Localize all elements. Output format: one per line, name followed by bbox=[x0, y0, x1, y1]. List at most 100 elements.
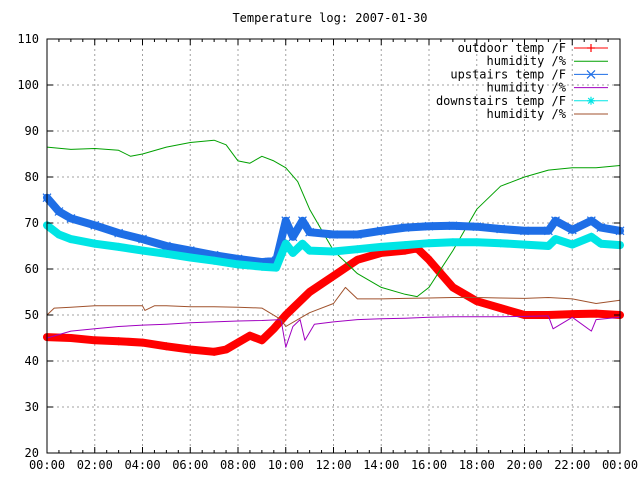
data-point bbox=[138, 234, 147, 244]
data-point bbox=[281, 216, 291, 226]
data-point bbox=[66, 334, 75, 342]
data-point bbox=[400, 223, 410, 233]
y-tick-label: 80 bbox=[25, 170, 39, 184]
y-tick-label: 50 bbox=[25, 308, 39, 322]
data-point bbox=[520, 240, 529, 249]
data-point bbox=[305, 246, 314, 255]
data-point bbox=[186, 345, 195, 354]
y-tick-label: 30 bbox=[25, 400, 39, 414]
data-point bbox=[257, 336, 266, 345]
data-point bbox=[90, 239, 99, 248]
series-line bbox=[46, 286, 621, 327]
data-point bbox=[210, 347, 219, 356]
data-point bbox=[257, 262, 266, 271]
legend-label: humidity /% bbox=[487, 81, 567, 95]
legend-item: humidity /% bbox=[487, 54, 608, 68]
data-point bbox=[162, 342, 171, 351]
data-point bbox=[162, 249, 171, 258]
data-point bbox=[66, 213, 76, 223]
data-point bbox=[587, 232, 596, 241]
data-point bbox=[90, 220, 100, 230]
series-line bbox=[46, 315, 621, 348]
data-point bbox=[551, 235, 560, 244]
data-point bbox=[551, 216, 560, 226]
chart-title: Temperature log: 2007-01-30 bbox=[232, 11, 427, 25]
x-tick-label: 10:00 bbox=[268, 458, 304, 472]
data-point bbox=[234, 260, 242, 269]
data-point bbox=[288, 232, 298, 242]
data-point bbox=[448, 238, 457, 247]
y-tick-label: 100 bbox=[17, 78, 39, 92]
x-tick-label: 14:00 bbox=[363, 458, 399, 472]
x-axis-ticks: 00:00 02:00 04:00 06:00 08:00 10:00 12:00 14:00… bbox=[29, 39, 638, 472]
data-point bbox=[596, 223, 606, 233]
data-point bbox=[568, 310, 577, 319]
data-point bbox=[298, 216, 307, 226]
legend-marker bbox=[586, 69, 596, 79]
data-point bbox=[353, 245, 362, 254]
y-tick-label: 110 bbox=[17, 32, 39, 46]
data-point bbox=[401, 241, 410, 250]
legend-item: outdoor temp /F bbox=[458, 41, 608, 55]
legend-item: downstairs temp /F bbox=[436, 94, 608, 108]
data-point bbox=[245, 331, 254, 340]
data-point bbox=[281, 239, 290, 248]
data-point bbox=[281, 311, 290, 319]
legend-label: downstairs temp /F bbox=[436, 94, 566, 108]
x-tick-label: 06:00 bbox=[172, 458, 208, 472]
data-point bbox=[543, 226, 553, 236]
x-tick-label: 04:00 bbox=[124, 458, 160, 472]
series-markers bbox=[43, 244, 624, 356]
x-tick-label: 18:00 bbox=[459, 458, 495, 472]
data-point bbox=[544, 311, 553, 319]
data-point bbox=[567, 225, 577, 235]
legend-item: humidity /% bbox=[487, 81, 608, 95]
x-tick-label: 20:00 bbox=[506, 458, 542, 472]
data-point bbox=[114, 337, 123, 346]
data-point bbox=[329, 230, 338, 239]
y-tick-label: 20 bbox=[25, 446, 39, 460]
data-point bbox=[448, 221, 458, 231]
data-point bbox=[496, 239, 505, 248]
data-point bbox=[138, 338, 147, 347]
y-tick-label: 90 bbox=[25, 124, 39, 138]
data-point bbox=[586, 216, 596, 226]
data-point bbox=[353, 255, 362, 264]
x-tick-label: 12:00 bbox=[315, 458, 351, 472]
x-tick-label: 16:00 bbox=[411, 458, 447, 472]
x-tick-label: 02:00 bbox=[77, 458, 113, 472]
data-point bbox=[186, 253, 195, 262]
legend-label: outdoor temp /F bbox=[458, 41, 566, 55]
data-point bbox=[448, 283, 457, 292]
data-point bbox=[424, 221, 434, 231]
data-point bbox=[377, 242, 386, 251]
data-point bbox=[568, 240, 577, 249]
data-point bbox=[376, 226, 386, 236]
x-tick-label: 00:00 bbox=[29, 458, 65, 472]
data-point bbox=[114, 242, 123, 251]
legend-label: humidity /% bbox=[487, 54, 567, 68]
legend-label: upstairs temp /F bbox=[450, 67, 566, 81]
x-tick-label: 22:00 bbox=[554, 458, 590, 472]
data-point bbox=[114, 228, 124, 238]
data-point bbox=[54, 230, 63, 239]
data-point bbox=[544, 242, 553, 250]
legend-label: humidity /% bbox=[487, 107, 567, 121]
y-axis-ticks: 20 30 40 50 60 70 80 90 100 110 bbox=[17, 32, 620, 460]
data-point bbox=[472, 238, 481, 247]
data-series bbox=[42, 139, 625, 356]
data-point bbox=[272, 263, 281, 272]
data-point bbox=[520, 311, 529, 319]
y-tick-label: 60 bbox=[25, 262, 39, 276]
series-2 bbox=[46, 139, 621, 298]
data-point bbox=[90, 336, 99, 345]
data-point bbox=[596, 239, 605, 248]
data-point bbox=[305, 288, 314, 296]
data-point bbox=[496, 224, 506, 234]
data-point bbox=[210, 256, 219, 265]
data-point bbox=[138, 246, 147, 255]
data-point bbox=[161, 241, 171, 251]
series-4 bbox=[46, 315, 621, 348]
